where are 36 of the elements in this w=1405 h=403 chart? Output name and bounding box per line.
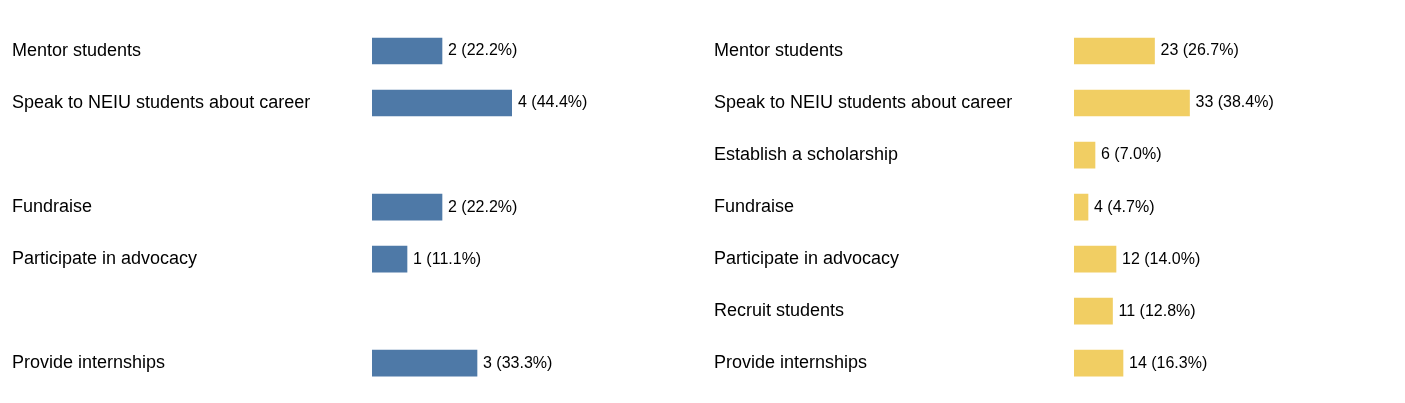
- y-tick-label: Recruit students: [714, 300, 845, 321]
- data-label: 23 (26.7%): [1160, 41, 1239, 59]
- bar: [372, 193, 443, 221]
- y-tick-label: Mentor students: [12, 39, 142, 60]
- bar: [372, 245, 408, 273]
- y-tick-label: Mentor students: [714, 39, 844, 60]
- data-label: 12 (14.0%): [1122, 249, 1201, 267]
- y-tick-label: Participate in advocacy: [714, 248, 900, 269]
- y-tick-label: Participate in advocacy: [12, 248, 198, 269]
- data-label: 3 (33.3%): [483, 353, 553, 371]
- bar: [1074, 297, 1113, 325]
- data-label: 4 (4.7%): [1094, 197, 1155, 215]
- y-tick-label: Provide internships: [714, 352, 868, 373]
- data-label: 14 (16.3%): [1129, 353, 1208, 371]
- bar: [372, 349, 478, 377]
- y-tick-label: Fundraise: [12, 196, 93, 217]
- bar: [1074, 193, 1089, 221]
- bar: [1074, 89, 1190, 117]
- data-label: 1 (11.1%): [413, 249, 482, 267]
- data-label: 33 (38.4%): [1195, 93, 1274, 111]
- y-tick-label: Speak to NEIU students about career: [12, 92, 311, 113]
- bar: [1074, 349, 1124, 377]
- data-label: 6 (7.0%): [1101, 145, 1162, 163]
- data-label: 2 (22.2%): [448, 41, 518, 59]
- data-label: 2 (22.2%): [448, 197, 518, 215]
- data-label: 4 (44.4%): [518, 93, 588, 111]
- y-tick-label: Establish a scholarship: [714, 144, 899, 165]
- bar: [1074, 141, 1096, 169]
- bar: [1074, 245, 1117, 273]
- bar: [372, 37, 443, 65]
- y-tick-label: Provide internships: [12, 352, 166, 373]
- y-tick-label: Speak to NEIU students about career: [714, 92, 1013, 113]
- y-tick-label: Fundraise: [714, 196, 795, 217]
- bar: [372, 89, 512, 117]
- bar: [1074, 37, 1155, 65]
- data-label: 11 (12.8%): [1118, 301, 1196, 319]
